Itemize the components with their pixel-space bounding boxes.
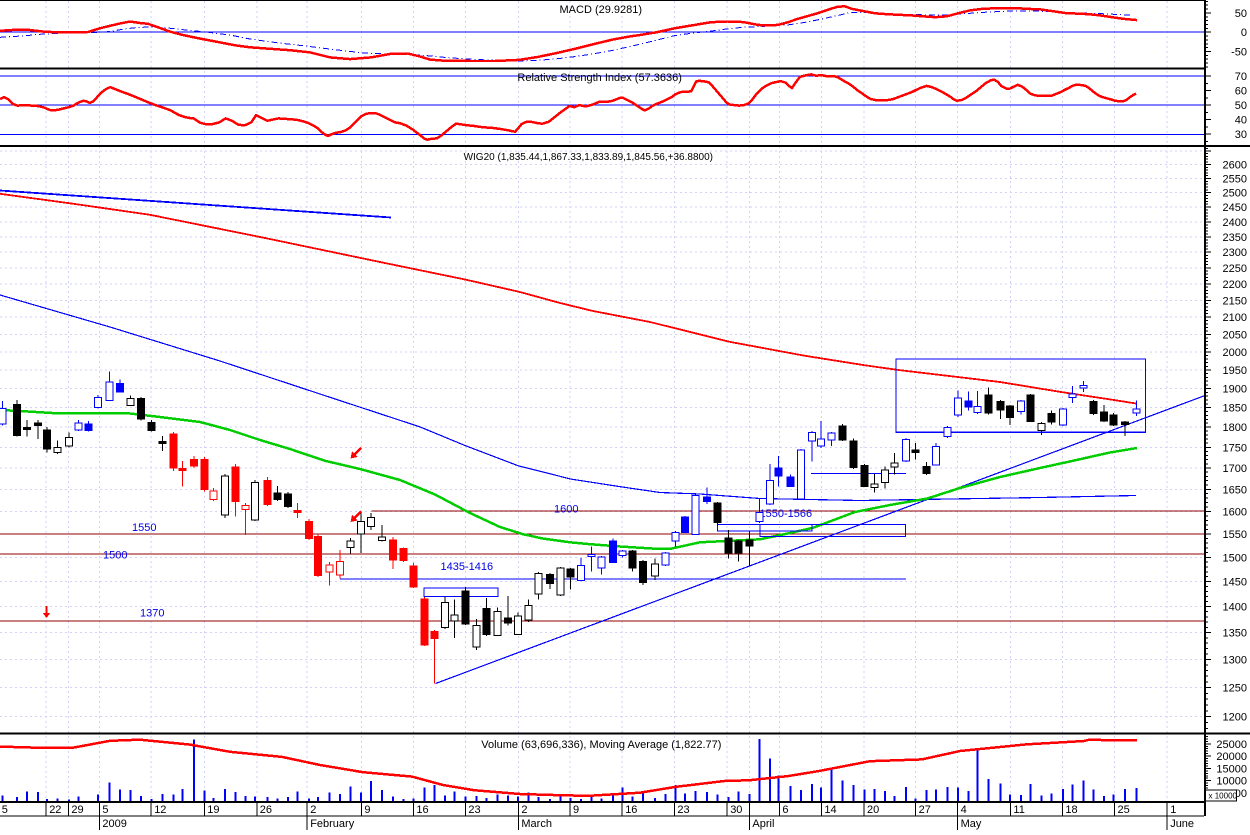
- svg-text:60: 60: [1235, 86, 1247, 98]
- svg-text:1650: 1650: [1223, 484, 1247, 496]
- svg-text:2150: 2150: [1223, 295, 1247, 307]
- svg-text:2050: 2050: [1223, 329, 1247, 341]
- svg-text:1600: 1600: [1223, 506, 1247, 518]
- svg-text:70: 70: [1235, 71, 1247, 83]
- svg-text:4: 4: [961, 804, 967, 816]
- svg-text:2250: 2250: [1223, 263, 1247, 275]
- svg-text:x 10000: x 10000: [1209, 792, 1238, 801]
- svg-text:WIG20 (1,835.44,1,867.33,1,833: WIG20 (1,835.44,1,867.33,1,833.89,1,845.…: [464, 152, 713, 163]
- svg-text:40: 40: [1235, 115, 1247, 127]
- svg-text:10000: 10000: [1216, 776, 1247, 788]
- svg-text:9: 9: [573, 804, 579, 816]
- svg-text:2600: 2600: [1223, 160, 1247, 172]
- svg-text:5: 5: [2, 804, 8, 816]
- svg-text:1450: 1450: [1223, 577, 1247, 589]
- svg-text:1900: 1900: [1223, 384, 1247, 396]
- svg-text:50: 50: [1235, 8, 1247, 20]
- svg-text:2400: 2400: [1223, 217, 1247, 229]
- svg-text:30: 30: [1235, 129, 1247, 141]
- svg-text:9: 9: [364, 804, 370, 816]
- svg-text:2: 2: [310, 804, 316, 816]
- svg-text:1600: 1600: [554, 504, 578, 516]
- svg-text:2550: 2550: [1223, 174, 1247, 186]
- svg-text:2100: 2100: [1223, 312, 1247, 324]
- svg-text:1: 1: [1170, 804, 1176, 816]
- svg-text:1950: 1950: [1223, 365, 1247, 377]
- svg-text:0: 0: [1241, 27, 1247, 39]
- svg-text:1550: 1550: [132, 522, 156, 534]
- svg-text:2200: 2200: [1223, 279, 1247, 291]
- svg-text:2300: 2300: [1223, 247, 1247, 259]
- svg-text:June: June: [1170, 818, 1194, 830]
- svg-text:1200: 1200: [1223, 712, 1247, 724]
- svg-text:30: 30: [730, 804, 742, 816]
- svg-text:1370: 1370: [140, 608, 164, 620]
- svg-text:2350: 2350: [1223, 232, 1247, 244]
- svg-text:26: 26: [260, 804, 272, 816]
- svg-text:29: 29: [71, 804, 83, 816]
- svg-text:1750: 1750: [1223, 442, 1247, 454]
- svg-text:2500: 2500: [1223, 188, 1247, 200]
- svg-text:11: 11: [1013, 804, 1024, 816]
- svg-text:March: March: [521, 818, 552, 830]
- svg-text:25: 25: [1118, 804, 1130, 816]
- svg-text:16: 16: [625, 804, 637, 816]
- svg-text:1500: 1500: [1223, 552, 1247, 564]
- svg-text:Volume (63,696,336), Moving Av: Volume (63,696,336), Moving Average (1,8…: [481, 739, 721, 751]
- svg-text:20: 20: [867, 804, 879, 816]
- svg-text:-50: -50: [1231, 47, 1247, 59]
- svg-text:25000: 25000: [1216, 739, 1247, 751]
- svg-text:MACD (29.9281): MACD (29.9281): [560, 4, 643, 16]
- svg-text:18: 18: [1065, 804, 1077, 816]
- svg-text:1500: 1500: [103, 550, 127, 562]
- svg-text:23: 23: [468, 804, 480, 816]
- svg-text:1250: 1250: [1223, 683, 1247, 695]
- svg-text:2000: 2000: [1223, 347, 1247, 359]
- svg-text:22: 22: [49, 804, 61, 816]
- svg-text:1550: 1550: [1223, 529, 1247, 541]
- svg-text:19: 19: [207, 804, 219, 816]
- svg-text:2009: 2009: [102, 818, 126, 830]
- svg-text:15000: 15000: [1216, 763, 1247, 775]
- svg-text:1400: 1400: [1223, 602, 1247, 614]
- svg-text:1800: 1800: [1223, 422, 1247, 434]
- svg-text:5: 5: [102, 804, 108, 816]
- svg-text:1435-1416: 1435-1416: [441, 561, 494, 573]
- svg-text:2: 2: [521, 804, 527, 816]
- svg-text:14: 14: [824, 804, 836, 816]
- svg-text:1550-1566: 1550-1566: [760, 508, 813, 520]
- svg-text:27: 27: [919, 804, 931, 816]
- svg-text:50: 50: [1235, 100, 1247, 112]
- svg-text:2450: 2450: [1223, 202, 1247, 214]
- svg-text:May: May: [961, 818, 982, 830]
- svg-text:1300: 1300: [1223, 655, 1247, 667]
- svg-text:12: 12: [154, 804, 166, 816]
- svg-text:20000: 20000: [1216, 751, 1247, 763]
- svg-text:1850: 1850: [1223, 403, 1247, 415]
- svg-text:Relative Strength Index (57.36: Relative Strength Index (57.3636): [517, 72, 682, 84]
- svg-text:16: 16: [416, 804, 428, 816]
- svg-text:6: 6: [782, 804, 788, 816]
- svg-text:1350: 1350: [1223, 628, 1247, 640]
- svg-text:23: 23: [677, 804, 689, 816]
- svg-text:1700: 1700: [1223, 463, 1247, 475]
- svg-text:April: April: [752, 818, 774, 830]
- svg-text:February: February: [310, 818, 355, 830]
